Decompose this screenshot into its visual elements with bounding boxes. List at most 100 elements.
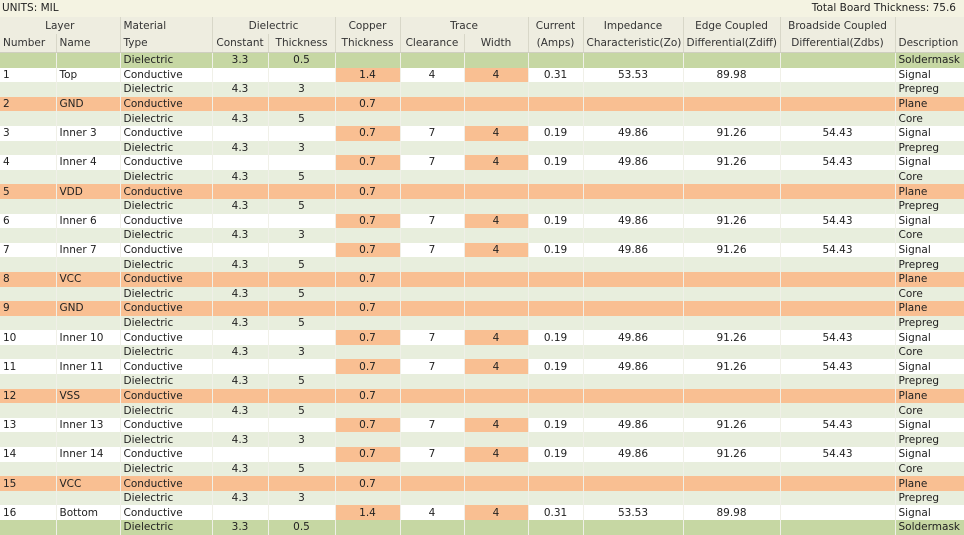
table-row[interactable]: 14 Inner 14 Conductive 0.7 7 4 0.19 49.86 91.26 5…	[0, 447, 964, 462]
group-header-dielectric[interactable]: Dielectric	[212, 17, 336, 34]
table-row[interactable]: 8 VCC Conductive 0.7 Plane	[0, 271, 964, 287]
column-header-zdiff[interactable]: Differential(Zdiff)	[683, 34, 781, 53]
table-row[interactable]: Dielectric 4.3 5 Prepreg	[0, 374, 964, 389]
cell-copper-thickness[interactable]: 0.7	[335, 476, 401, 491]
cell-clearance[interactable]	[400, 286, 465, 302]
cell-width[interactable]	[464, 403, 529, 418]
cell-copper-thickness[interactable]: 1.4	[335, 505, 401, 520]
cell-clearance[interactable]	[400, 257, 465, 272]
cell-dielectric-thickness[interactable]: 3	[268, 490, 336, 506]
table-row[interactable]: 13 Inner 13 Conductive 0.7 7 4 0.19 49.86 91.26 5…	[0, 417, 964, 433]
cell-clearance[interactable]	[400, 82, 465, 97]
group-header-trace[interactable]: Trace	[400, 17, 529, 34]
cell-constant[interactable]	[212, 359, 269, 375]
column-header-name[interactable]: Name	[56, 34, 121, 53]
cell-copper-thickness[interactable]	[335, 169, 401, 185]
cell-dielectric-thickness[interactable]: 5	[268, 286, 336, 302]
table-row[interactable]: 12 VSS Conductive 0.7 Plane	[0, 388, 964, 404]
cell-copper-thickness[interactable]	[335, 344, 401, 360]
cell-copper-thickness[interactable]	[335, 520, 401, 535]
cell-dielectric-thickness[interactable]	[268, 184, 336, 199]
cell-copper-thickness[interactable]	[335, 461, 401, 477]
column-header-zdbs[interactable]: Differential(Zdbs)	[780, 34, 896, 53]
cell-clearance[interactable]: 7	[400, 330, 465, 345]
cell-width[interactable]	[464, 476, 529, 491]
cell-width[interactable]	[464, 184, 529, 199]
cell-constant[interactable]	[212, 301, 269, 316]
cell-width[interactable]	[464, 111, 529, 126]
cell-dielectric-thickness[interactable]: 3	[268, 140, 336, 156]
column-header-description[interactable]: Description	[895, 34, 964, 53]
cell-width[interactable]	[464, 52, 529, 68]
table-row[interactable]: 16 Bottom Conductive 1.4 4 4 0.31 53.53 89.98 Sig…	[0, 505, 964, 520]
cell-copper-thickness[interactable]: 0.7	[335, 271, 401, 287]
cell-copper-thickness[interactable]: 0.7	[335, 125, 401, 141]
cell-constant[interactable]	[212, 505, 269, 520]
cell-copper-thickness[interactable]: 1.4	[335, 67, 401, 83]
table-row[interactable]: Dielectric 4.3 5 Core	[0, 286, 964, 302]
cell-clearance[interactable]	[400, 271, 465, 287]
cell-constant[interactable]: 4.3	[212, 82, 269, 97]
cell-copper-thickness[interactable]	[335, 315, 401, 331]
cell-constant[interactable]: 4.3	[212, 315, 269, 331]
column-header-number[interactable]: Number	[0, 34, 57, 53]
cell-copper-thickness[interactable]	[335, 52, 401, 68]
cell-dielectric-thickness[interactable]: 5	[268, 169, 336, 185]
cell-constant[interactable]	[212, 155, 269, 170]
cell-constant[interactable]: 3.3	[212, 520, 269, 535]
cell-copper-thickness[interactable]	[335, 432, 401, 448]
cell-constant[interactable]: 4.3	[212, 374, 269, 389]
cell-dielectric-thickness[interactable]: 5	[268, 111, 336, 126]
table-row[interactable]: 6 Inner 6 Conductive 0.7 7 4 0.19 49.86 91.26 54.…	[0, 213, 964, 229]
cell-dielectric-thickness[interactable]: 0.5	[268, 520, 336, 535]
cell-dielectric-thickness[interactable]	[268, 505, 336, 520]
cell-clearance[interactable]	[400, 184, 465, 199]
cell-constant[interactable]	[212, 125, 269, 141]
cell-dielectric-thickness[interactable]	[268, 96, 336, 112]
cell-clearance[interactable]: 7	[400, 359, 465, 375]
cell-clearance[interactable]: 7	[400, 155, 465, 170]
cell-dielectric-thickness[interactable]: 5	[268, 374, 336, 389]
group-header-layer[interactable]: Layer	[0, 17, 121, 34]
cell-dielectric-thickness[interactable]: 3	[268, 228, 336, 243]
cell-constant[interactable]: 4.3	[212, 490, 269, 506]
cell-constant[interactable]	[212, 242, 269, 258]
table-row[interactable]: 9 GND Conductive 0.7 Plane	[0, 301, 964, 316]
cell-copper-thickness[interactable]: 0.7	[335, 184, 401, 199]
column-header-copper-thickness[interactable]: Thickness	[335, 34, 401, 53]
cell-dielectric-thickness[interactable]: 5	[268, 315, 336, 331]
cell-dielectric-thickness[interactable]: 0.5	[268, 52, 336, 68]
table-row[interactable]: Dielectric 4.3 5 Prepreg	[0, 315, 964, 331]
cell-dielectric-thickness[interactable]	[268, 67, 336, 83]
cell-clearance[interactable]	[400, 96, 465, 112]
cell-width[interactable]: 4	[464, 330, 529, 345]
cell-constant[interactable]: 4.3	[212, 432, 269, 448]
cell-copper-thickness[interactable]: 0.7	[335, 301, 401, 316]
column-header-clearance[interactable]: Clearance	[400, 34, 465, 53]
cell-copper-thickness[interactable]	[335, 490, 401, 506]
cell-clearance[interactable]: 4	[400, 505, 465, 520]
table-row[interactable]: 10 Inner 10 Conductive 0.7 7 4 0.19 49.86 91.26 5…	[0, 330, 964, 345]
cell-copper-thickness[interactable]	[335, 286, 401, 302]
cell-copper-thickness[interactable]	[335, 140, 401, 156]
table-row[interactable]: Dielectric 4.3 5 Core	[0, 169, 964, 185]
cell-constant[interactable]: 3.3	[212, 52, 269, 68]
table-row[interactable]: 5 VDD Conductive 0.7 Plane	[0, 184, 964, 199]
cell-constant[interactable]	[212, 330, 269, 345]
cell-constant[interactable]: 4.3	[212, 257, 269, 272]
column-header-type[interactable]: Type	[120, 34, 213, 53]
cell-dielectric-thickness[interactable]	[268, 271, 336, 287]
cell-constant[interactable]	[212, 271, 269, 287]
cell-clearance[interactable]	[400, 52, 465, 68]
cell-width[interactable]	[464, 461, 529, 477]
cell-constant[interactable]	[212, 96, 269, 112]
cell-dielectric-thickness[interactable]	[268, 213, 336, 229]
table-row[interactable]: Dielectric 4.3 3 Prepreg	[0, 432, 964, 448]
cell-width[interactable]	[464, 286, 529, 302]
group-header-current[interactable]: Current	[528, 17, 584, 34]
cell-constant[interactable]	[212, 417, 269, 433]
cell-width[interactable]	[464, 198, 529, 214]
cell-constant[interactable]	[212, 67, 269, 83]
table-row[interactable]: Dielectric 4.3 5 Core	[0, 111, 964, 126]
table-row[interactable]: 4 Inner 4 Conductive 0.7 7 4 0.19 49.86 91.26 54.…	[0, 155, 964, 170]
